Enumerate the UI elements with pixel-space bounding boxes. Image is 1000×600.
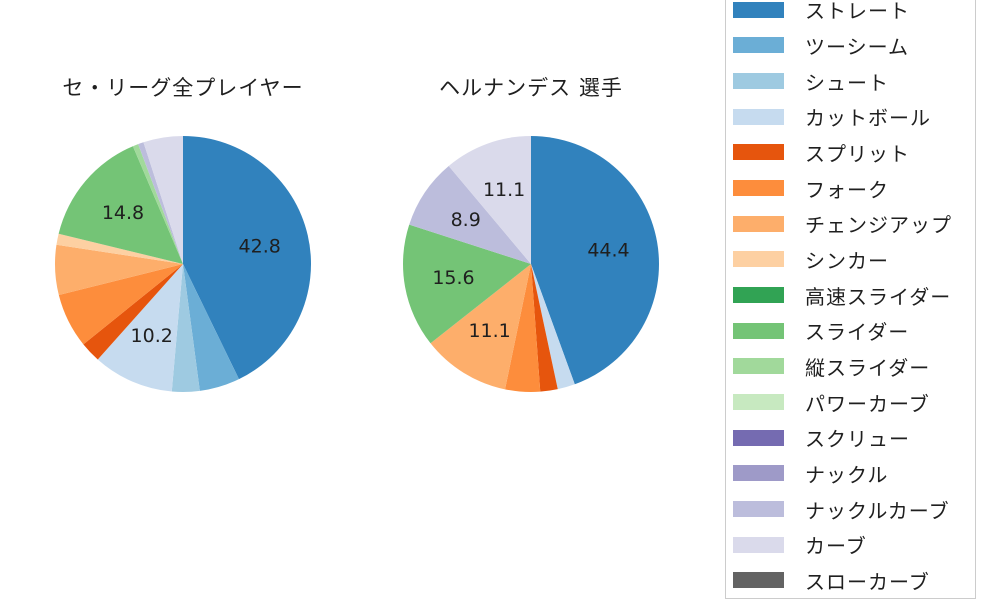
legend-label: シュート [805,70,889,95]
legend: ストレートツーシームシュートカットボール スプリットフォークチェンジアップ シンカー… [725,0,976,599]
legend-item-10: 縦スライダー [726,349,975,385]
legend-swatch [733,144,784,161]
pie-slice-3 [505,264,541,392]
pie-slice-1 [183,264,239,391]
pie-chart-league: 42.8 10.2 14.8 [55,136,312,392]
legend-swatch [733,465,784,482]
legend-item-1: ツーシーム [726,28,975,64]
legend-item-11: パワーカーブ [726,384,975,420]
pie-slice-0 [183,136,312,380]
pie-slice-2 [171,264,200,392]
pie-slice-5 [402,224,531,344]
legend-item-7: シンカー [726,242,975,278]
legend-item-6: チェンジアップ [726,206,975,242]
legend-swatch [733,394,784,411]
pie-slice-9 [132,144,183,264]
slice-value-label: 10.2 [131,325,173,347]
slice-value-label: 15.6 [432,267,474,289]
legend-swatch [733,1,784,18]
legend-label: ナックル [805,462,889,487]
slice-value-label: 42.8 [239,235,281,257]
pie-slice-11 [143,136,183,264]
legend-label: スローカーブ [805,569,930,594]
pie-slice-3 [97,264,183,392]
legend-label: スプリット [805,141,910,166]
chart-title-league: セ・リーグ全プレイヤー [62,76,304,100]
legend-item-4: スプリット [726,135,975,171]
legend-item-8: 高速スライダー [726,277,975,313]
legend-label: パワーカーブ [805,391,930,416]
legend-swatch [733,429,784,446]
legend-swatch [733,180,784,197]
legend-label: カーブ [805,534,867,559]
legend-label: フォーク [805,177,889,202]
pie-slice-0 [531,136,660,385]
legend-swatch [733,251,784,268]
legend-item-2: シュート [726,63,975,99]
pie-slice-10 [138,142,183,264]
slice-value-label: 14.8 [102,202,144,224]
legend-item-14: ナックルカーブ [726,491,975,527]
legend-swatch [733,73,784,90]
legend-swatch [733,37,784,54]
slice-value-label: 44.4 [587,239,629,261]
legend-item-3: カットボール [726,99,975,135]
pie-slice-7 [56,233,183,264]
legend-swatch [733,215,784,232]
legend-label: スライダー [805,320,910,345]
slice-value-label: 11.1 [468,320,510,342]
legend-swatch [733,572,784,589]
legend-item-15: カーブ [726,527,975,563]
chart-title-player: ヘルナンデス 選手 [439,76,623,100]
legend-swatch [733,536,784,553]
legend-swatch [733,322,784,339]
pie-slice-8 [58,146,184,264]
legend-item-5: フォーク [726,170,975,206]
legend-label: ストレート [805,0,910,24]
pie-slice-6 [55,244,183,296]
legend-swatch [733,501,784,518]
pie-slice-4 [430,264,531,390]
pie-chart-player: 44.411.115.68.911.1 [402,136,660,392]
legend-swatch [733,287,784,304]
legend-label: チェンジアップ [805,213,952,238]
pie-slice-4 [83,264,183,360]
legend-label: 高速スライダー [805,284,952,309]
pie-slice-7 [448,136,531,264]
legend-item-16: スローカーブ [726,563,975,599]
legend-label: シンカー [805,248,889,273]
pie-slice-6 [409,165,531,264]
legend-label: 縦スライダー [805,355,931,380]
slice-value-label: 8.9 [451,209,481,231]
legend-label: ナックルカーブ [805,498,950,523]
legend-item-9: スライダー [726,313,975,349]
pie-slice-5 [58,264,183,345]
legend-label: カットボール [805,106,931,131]
legend-item-13: ナックル [726,456,975,492]
legend-swatch [733,358,784,375]
pie-slice-1 [531,264,575,390]
legend-item-0: ストレート [726,0,975,28]
pie-slice-2 [531,264,558,392]
legend-item-12: スクリュー [726,420,975,456]
slice-value-label: 11.1 [483,179,525,201]
legend-label: スクリュー [805,427,910,452]
legend-label: ツーシーム [805,34,909,59]
legend-swatch [733,108,784,125]
